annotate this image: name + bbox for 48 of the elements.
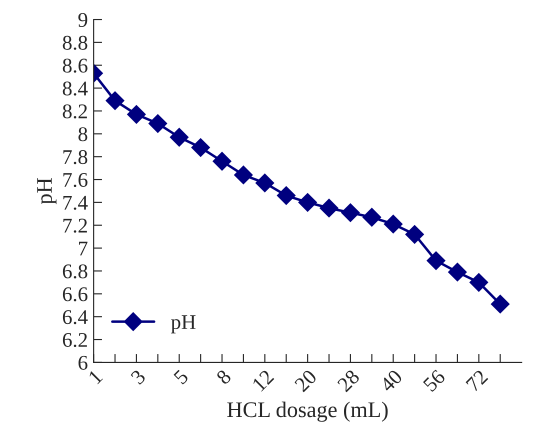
y-tick-label: 7 — [79, 242, 88, 256]
point — [426, 251, 446, 270]
x-tick-label: 40 — [379, 368, 404, 393]
x-tick-label: 20 — [294, 368, 318, 392]
y-tick-label: 7.6 — [63, 172, 88, 188]
point — [127, 105, 146, 124]
x-axis-title: HCL dosage (mL) — [227, 402, 388, 422]
y-tick-label: 6.4 — [62, 310, 88, 324]
point — [384, 214, 403, 234]
y-tick-label: 8 — [78, 127, 88, 142]
x-tick-label: 1 — [88, 369, 103, 384]
point — [106, 91, 124, 110]
point — [276, 186, 296, 205]
y-tick-label: 6 — [78, 356, 88, 370]
point — [362, 208, 382, 227]
y-tick-label: 8.8 — [62, 36, 88, 50]
point — [448, 262, 467, 282]
x-tick-label: 8 — [216, 368, 232, 386]
x-tick-label: 56 — [422, 368, 446, 392]
point — [320, 198, 338, 218]
y-tick-label: 9 — [78, 12, 88, 27]
x-tick-label: 28 — [336, 368, 360, 392]
y-tick-label: 6.2 — [62, 332, 87, 348]
point — [170, 128, 189, 147]
point — [405, 225, 424, 244]
y-tick-label: 7.8 — [63, 150, 88, 164]
point — [212, 152, 232, 171]
legend-label: pH — [171, 315, 196, 334]
point — [234, 166, 253, 184]
x-tick-label: 12 — [252, 369, 274, 392]
y-tick-label: 8.2 — [62, 104, 87, 118]
point — [469, 273, 488, 292]
x-tick-label: 3 — [130, 368, 146, 385]
y-tick-label: 8.6 — [62, 58, 88, 73]
y-tick-label: 8.4 — [62, 81, 88, 96]
x-tick-label: 5 — [173, 369, 190, 385]
y-axis-title: pH — [37, 178, 56, 204]
y-tick-label: 7.2 — [63, 218, 87, 233]
point — [490, 294, 510, 314]
y-tick-label: 7.4 — [63, 196, 88, 210]
point — [298, 193, 317, 212]
point — [341, 203, 360, 222]
point — [191, 138, 210, 157]
y-tick-label: 6.6 — [62, 287, 88, 302]
point — [148, 114, 168, 133]
x-tick-label: 72 — [466, 369, 488, 392]
point — [255, 174, 274, 192]
y-tick-label: 6.8 — [62, 264, 88, 278]
